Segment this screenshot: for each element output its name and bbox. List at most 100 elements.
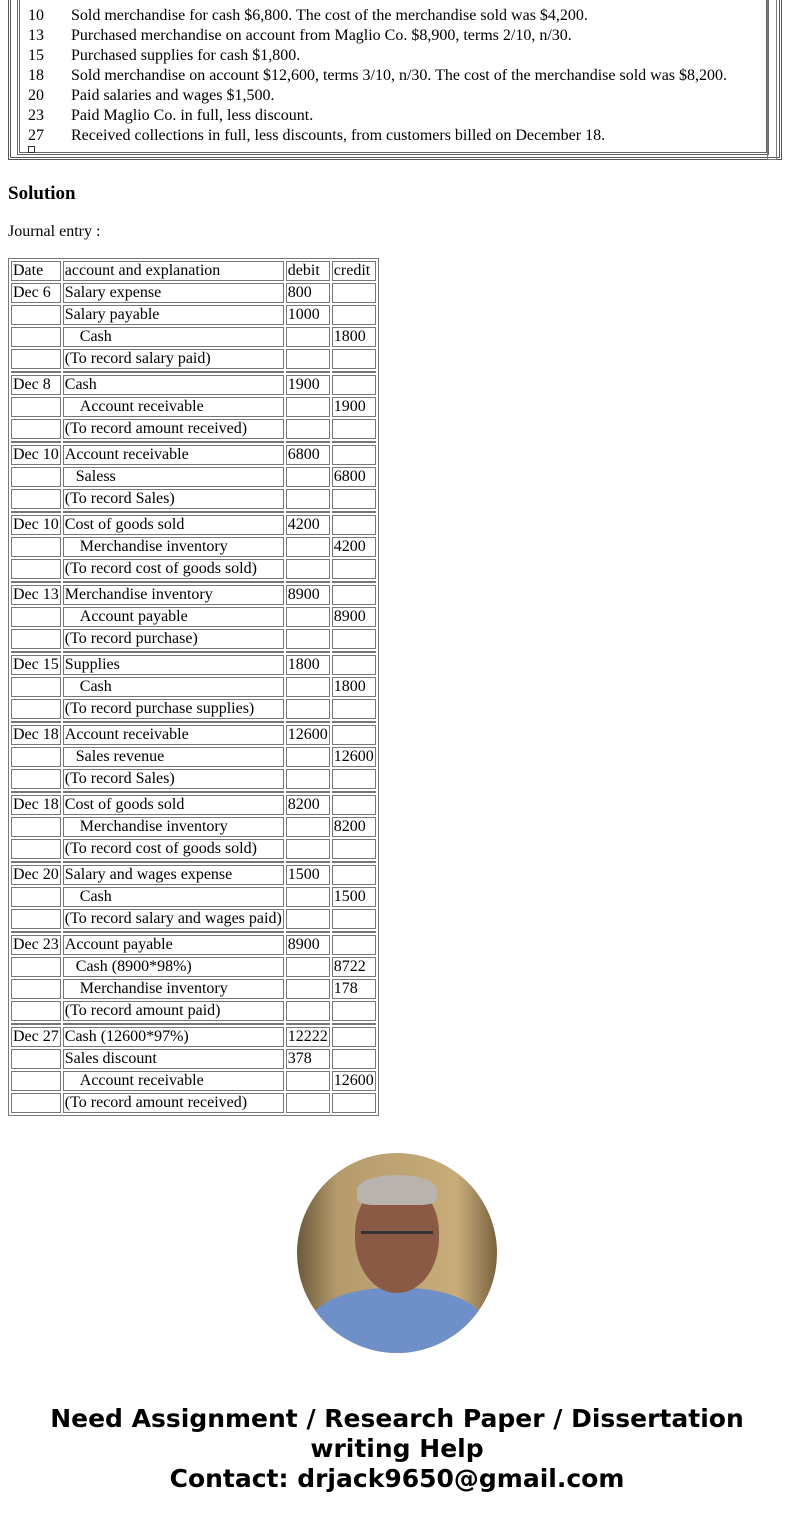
credit-cell <box>331 1093 376 1113</box>
group-separator <box>11 931 376 933</box>
transaction-text: Paid salaries and wages $1,500. <box>71 87 275 104</box>
credit-cell: 8900 <box>331 607 376 627</box>
table-header-row: Date account and explanation debit credi… <box>11 261 376 281</box>
credit-cell: 1900 <box>331 397 376 417</box>
credit-cell <box>331 1027 376 1047</box>
group-separator <box>11 791 376 793</box>
contact-email[interactable]: Contact: drjack9650@gmail.com <box>169 1464 625 1493</box>
date-cell <box>11 979 61 999</box>
credit-cell <box>331 445 376 465</box>
question-inner-frame: 10 Sold merchandise for cash $6,800. The … <box>17 0 769 155</box>
transaction-list: 10 Sold merchandise for cash $6,800. The … <box>28 6 727 146</box>
account-cell: (To record amount received) <box>62 1093 284 1113</box>
account-cell: Merchandise inventory <box>62 537 284 557</box>
account-cell: Cash <box>62 327 284 347</box>
account-cell: (To record cost of goods sold) <box>62 559 284 579</box>
date-cell <box>11 629 61 649</box>
table-row: Dec 10 Account receivable 6800 <box>11 445 376 465</box>
table-row: Dec 8 Cash 1900 <box>11 375 376 395</box>
credit-cell: 8722 <box>331 957 376 977</box>
expand-icon[interactable]: + <box>28 146 35 153</box>
date-cell: Dec 15 <box>11 655 61 675</box>
account-cell: Cash <box>62 677 284 697</box>
table-row: Dec 13 Merchandise inventory 8900 <box>11 585 376 605</box>
credit-cell: 1800 <box>331 327 376 347</box>
transaction-item: 13 Purchased merchandise on account from … <box>28 26 727 46</box>
date-cell <box>11 1049 61 1069</box>
table-row: (To record purchase) <box>11 629 376 649</box>
credit-cell <box>331 935 376 955</box>
date-cell: Dec 18 <box>11 795 61 815</box>
debit-cell: 1900 <box>285 375 330 395</box>
table-row: (To record amount received) <box>11 1093 376 1113</box>
table-row: Saless 6800 <box>11 467 376 487</box>
transaction-text: Received collections in full, less disco… <box>71 127 606 144</box>
credit-cell <box>331 1049 376 1069</box>
credit-cell <box>331 865 376 885</box>
table-row: Dec 18 Account receivable 12600 <box>11 725 376 745</box>
transaction-day: 15 <box>28 47 44 64</box>
debit-cell <box>285 629 330 649</box>
account-cell: (To record salary paid) <box>62 349 284 369</box>
account-cell: Cash (12600*97%) <box>62 1027 284 1047</box>
debit-cell: 12222 <box>285 1027 330 1047</box>
credit-cell <box>331 559 376 579</box>
credit-cell <box>331 515 376 535</box>
debit-cell: 6800 <box>285 445 330 465</box>
debit-cell <box>285 839 330 859</box>
table-row: Cash (8900*98%) 8722 <box>11 957 376 977</box>
account-cell: (To record cost of goods sold) <box>62 839 284 859</box>
header-date: Date <box>11 261 61 281</box>
debit-cell: 1000 <box>285 305 330 325</box>
table-row: Dec 23 Account payable 8900 <box>11 935 376 955</box>
table-row: Account receivable 1900 <box>11 397 376 417</box>
transaction-item: 18 Sold merchandise on account $12,600, t… <box>28 66 727 86</box>
transaction-day: 20 <box>28 87 44 104</box>
transaction-day: 10 <box>28 7 44 24</box>
account-cell: (To record amount paid) <box>62 1001 284 1021</box>
table-row: (To record amount received) <box>11 419 376 439</box>
debit-cell <box>285 957 330 977</box>
table-row: Merchandise inventory 178 <box>11 979 376 999</box>
credit-cell <box>331 629 376 649</box>
group-separator <box>11 721 376 723</box>
scrollbar[interactable] <box>767 0 777 160</box>
credit-cell <box>331 585 376 605</box>
date-cell <box>11 769 61 789</box>
date-cell: Dec 8 <box>11 375 61 395</box>
table-row: Dec 18 Cost of goods sold 8200 <box>11 795 376 815</box>
table-row: Salary payable 1000 <box>11 305 376 325</box>
transaction-day: 13 <box>28 27 44 44</box>
debit-cell <box>285 327 330 347</box>
account-cell: Cost of goods sold <box>62 515 284 535</box>
account-cell: Account receivable <box>62 445 284 465</box>
account-cell: Salary payable <box>62 305 284 325</box>
date-cell: Dec 20 <box>11 865 61 885</box>
debit-cell: 12600 <box>285 725 330 745</box>
debit-cell <box>285 537 330 557</box>
credit-cell: 1500 <box>331 887 376 907</box>
date-cell <box>11 747 61 767</box>
solution-heading: Solution <box>8 183 76 204</box>
debit-cell: 800 <box>285 283 330 303</box>
debit-cell: 1800 <box>285 655 330 675</box>
help-banner: Need Assignment / Research Paper / Disse… <box>0 1404 794 1494</box>
date-cell <box>11 699 61 719</box>
account-cell: Account receivable <box>62 397 284 417</box>
table-row: Dec 6 Salary expense 800 <box>11 283 376 303</box>
account-cell: Sales revenue <box>62 747 284 767</box>
group-separator <box>11 861 376 863</box>
account-cell: (To record Sales) <box>62 769 284 789</box>
transaction-item: 10 Sold merchandise for cash $6,800. The … <box>28 6 727 26</box>
date-cell <box>11 677 61 697</box>
table-row: Merchandise inventory 8200 <box>11 817 376 837</box>
table-row: Dec 10 Cost of goods sold 4200 <box>11 515 376 535</box>
table-row: (To record Sales) <box>11 489 376 509</box>
table-row: Account receivable 12600 <box>11 1071 376 1091</box>
table-row: (To record purchase supplies) <box>11 699 376 719</box>
group-separator <box>11 511 376 513</box>
credit-cell: 12600 <box>331 747 376 767</box>
date-cell <box>11 817 61 837</box>
table-row: Cash 1800 <box>11 327 376 347</box>
account-cell: Account payable <box>62 607 284 627</box>
